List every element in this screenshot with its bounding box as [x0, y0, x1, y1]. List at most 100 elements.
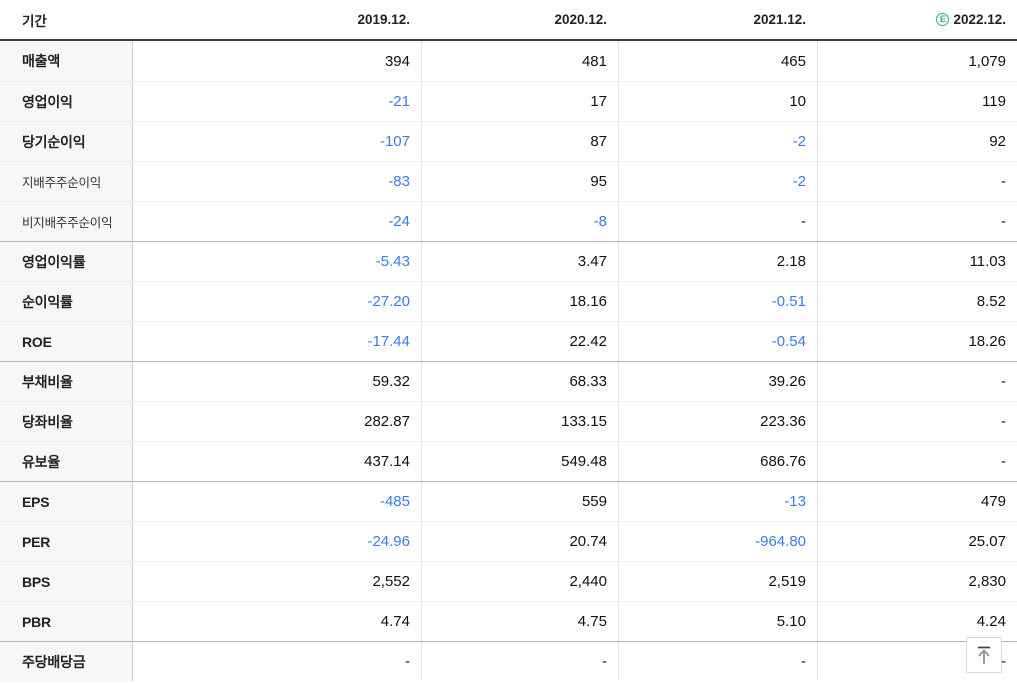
row-label: 순이익률 [22, 293, 73, 310]
scroll-to-top-button[interactable] [966, 637, 1002, 673]
column-header-2022-estimate: E 2022.12. [817, 12, 1017, 27]
value-cell-2022: 2,830 [817, 562, 1017, 601]
row-label: 당좌비율 [22, 413, 73, 430]
value-cell-2019: -107 [379, 133, 410, 150]
table-row: 영업이익률 -5.43 3.47 2.18 11.03 [0, 241, 1017, 281]
value-cell-2020: -8 [421, 202, 618, 241]
row-label: 당기순이익 [22, 133, 86, 150]
value-cell-2020: 20.74 [421, 522, 618, 561]
value-cell-2019: -27.20 [367, 293, 410, 310]
value-cell-2021: -0.51 [618, 282, 817, 321]
value-cell-2021: 465 [618, 41, 817, 81]
value-cell-2021: 2.18 [618, 242, 817, 281]
value-cell-2019: -24.96 [367, 533, 410, 550]
row-label: ROE [22, 333, 52, 350]
value-cell-2019: 59.32 [372, 373, 410, 390]
value-cell-2019: -24 [388, 213, 410, 230]
value-cell-2019: -17.44 [367, 333, 410, 350]
value-cell-2019: -83 [388, 173, 410, 190]
row-label-cell: BPS [0, 562, 133, 601]
value-cell-2020: 133.15 [421, 402, 618, 441]
value-cell-2019: -21 [388, 93, 410, 110]
value-cell-2021: - [618, 202, 817, 241]
value-cell-2022: - [817, 362, 1017, 401]
row-label-cell: PBR [0, 602, 133, 641]
value-cell-2022: - [817, 642, 1017, 681]
value-cell-2021: -2 [618, 162, 817, 201]
table-row: BPS 2,552 2,440 2,519 2,830 [0, 561, 1017, 601]
value-cell-2021: 223.36 [618, 402, 817, 441]
table-row: EPS -485 559 -13 479 [0, 481, 1017, 521]
value-cell-2021: 10 [618, 82, 817, 121]
row-label-cell: ROE [0, 322, 133, 361]
value-cell-2021: -0.54 [618, 322, 817, 361]
value-cell-2022: - [817, 442, 1017, 481]
value-cell-2022: 479 [817, 482, 1017, 521]
row-label-cell: 당기순이익 [0, 122, 133, 161]
column-header-period: 기간 [22, 13, 47, 29]
value-cell-2020: 559 [421, 482, 618, 521]
value-cell-2020: 4.75 [421, 602, 618, 641]
value-cell-2019: - [405, 653, 410, 670]
table-row: 영업이익 -21 17 10 119 [0, 81, 1017, 121]
row-label: 부채비율 [22, 373, 73, 390]
value-cell-2021: 5.10 [618, 602, 817, 641]
row-label: 유보율 [22, 453, 61, 470]
value-cell-2019: 437.14 [364, 453, 410, 470]
value-cell-2019: 282.87 [364, 413, 410, 430]
value-cell-2020: 95 [421, 162, 618, 201]
value-cell-2019: 394 [384, 52, 410, 70]
row-label-cell: 비지배주주순이익 [0, 202, 133, 241]
row-label-cell: 매출액 [0, 41, 133, 81]
table-row: 지배주주순이익 -83 95 -2 - [0, 161, 1017, 201]
value-cell-2022: 11.03 [817, 242, 1017, 281]
row-label-cell: 당좌비율 [0, 402, 133, 441]
value-cell-2019: 4.74 [380, 613, 410, 630]
table-row: 당기순이익 -107 87 -2 92 [0, 121, 1017, 161]
row-label: PBR [22, 613, 51, 630]
value-cell-2019: -5.43 [375, 253, 410, 270]
value-cell-2021: 2,519 [618, 562, 817, 601]
row-label: BPS [22, 573, 51, 590]
column-header-2019: 2019.12. [357, 12, 410, 27]
row-label: 지배주주순이익 [22, 176, 102, 190]
table-row: 유보율 437.14 549.48 686.76 - [0, 441, 1017, 481]
table-row: 매출액 394 481 465 1,079 [0, 41, 1017, 81]
value-cell-2021: -964.80 [618, 522, 817, 561]
value-cell-2021: - [618, 642, 817, 681]
row-label-cell: EPS [0, 482, 133, 521]
value-cell-2022: 4.24 [817, 602, 1017, 641]
value-cell-2019: -485 [379, 493, 410, 510]
value-cell-2020: 68.33 [421, 362, 618, 401]
table-row: 주당배당금 - - - - [0, 641, 1017, 681]
value-cell-2021: -2 [618, 122, 817, 161]
table-row: 순이익률 -27.20 18.16 -0.51 8.52 [0, 281, 1017, 321]
table-row: PBR 4.74 4.75 5.10 4.24 [0, 601, 1017, 641]
column-header-2020: 2020.12. [554, 12, 607, 27]
value-cell-2020: - [421, 642, 618, 681]
value-cell-2020: 17 [421, 82, 618, 121]
row-label-cell: 영업이익률 [0, 242, 133, 281]
value-cell-2020: 18.16 [421, 282, 618, 321]
row-label: EPS [22, 493, 50, 510]
value-cell-2020: 3.47 [421, 242, 618, 281]
value-cell-2020: 22.42 [421, 322, 618, 361]
table-row: 당좌비율 282.87 133.15 223.36 - [0, 401, 1017, 441]
table-row: ROE -17.44 22.42 -0.54 18.26 [0, 321, 1017, 361]
value-cell-2022: 25.07 [817, 522, 1017, 561]
column-header-2021: 2021.12. [753, 12, 806, 27]
value-cell-2021: 686.76 [618, 442, 817, 481]
value-cell-2022: - [817, 402, 1017, 441]
row-label-cell: 순이익률 [0, 282, 133, 321]
table-body: 매출액 394 481 465 1,079 영업이익 -21 17 10 119… [0, 41, 1017, 681]
value-cell-2022: - [817, 202, 1017, 241]
row-label: 비지배주주순이익 [22, 216, 113, 230]
row-label-cell: 주당배당금 [0, 642, 133, 681]
value-cell-2022: 1,079 [817, 41, 1017, 81]
value-cell-2020: 549.48 [421, 442, 618, 481]
table-row: 비지배주주순이익 -24 -8 - - [0, 201, 1017, 241]
row-label: 영업이익률 [22, 253, 86, 270]
row-label-cell: 영업이익 [0, 82, 133, 121]
